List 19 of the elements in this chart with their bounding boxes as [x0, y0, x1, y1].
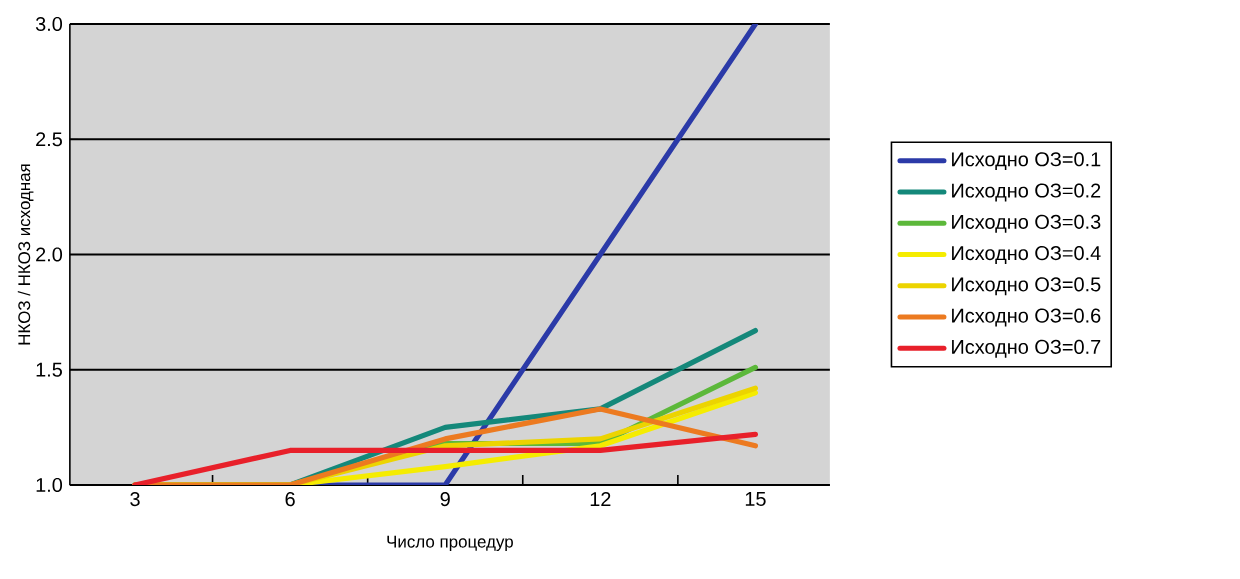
legend-label: Исходно ОЗ=0.5: [952, 277, 1101, 296]
legend-label: Исходно ОЗ=0.4: [952, 246, 1101, 264]
x-tick-label: 15: [745, 492, 766, 506]
x-tick-label: 12: [590, 492, 611, 506]
legend-label: Исходно ОЗ=0.1: [952, 152, 1101, 171]
x-axis-title: Число процедур: [387, 535, 513, 551]
legend-label: Исходно ОЗ=0.2: [952, 183, 1101, 202]
y-axis-title: НКОЗ / НКОЗ исходная: [17, 164, 34, 345]
y-tick-label: 2.0: [36, 247, 63, 262]
y-tick-label: 3.0: [35, 16, 63, 32]
x-tick-label: 6: [285, 492, 295, 507]
legend-label: Исходно ОЗ=0.7: [952, 339, 1101, 358]
legend-label: Исходно ОЗ=0.3: [952, 214, 1101, 233]
x-tick-label: 9: [440, 492, 450, 507]
y-tick-label: 1.5: [36, 362, 62, 377]
y-tick-label: 1.0: [36, 477, 63, 493]
y-tick-label: 2.5: [36, 132, 62, 147]
x-tick-label: 3: [130, 492, 140, 507]
legend-label: Исходно ОЗ=0.6: [952, 308, 1101, 327]
